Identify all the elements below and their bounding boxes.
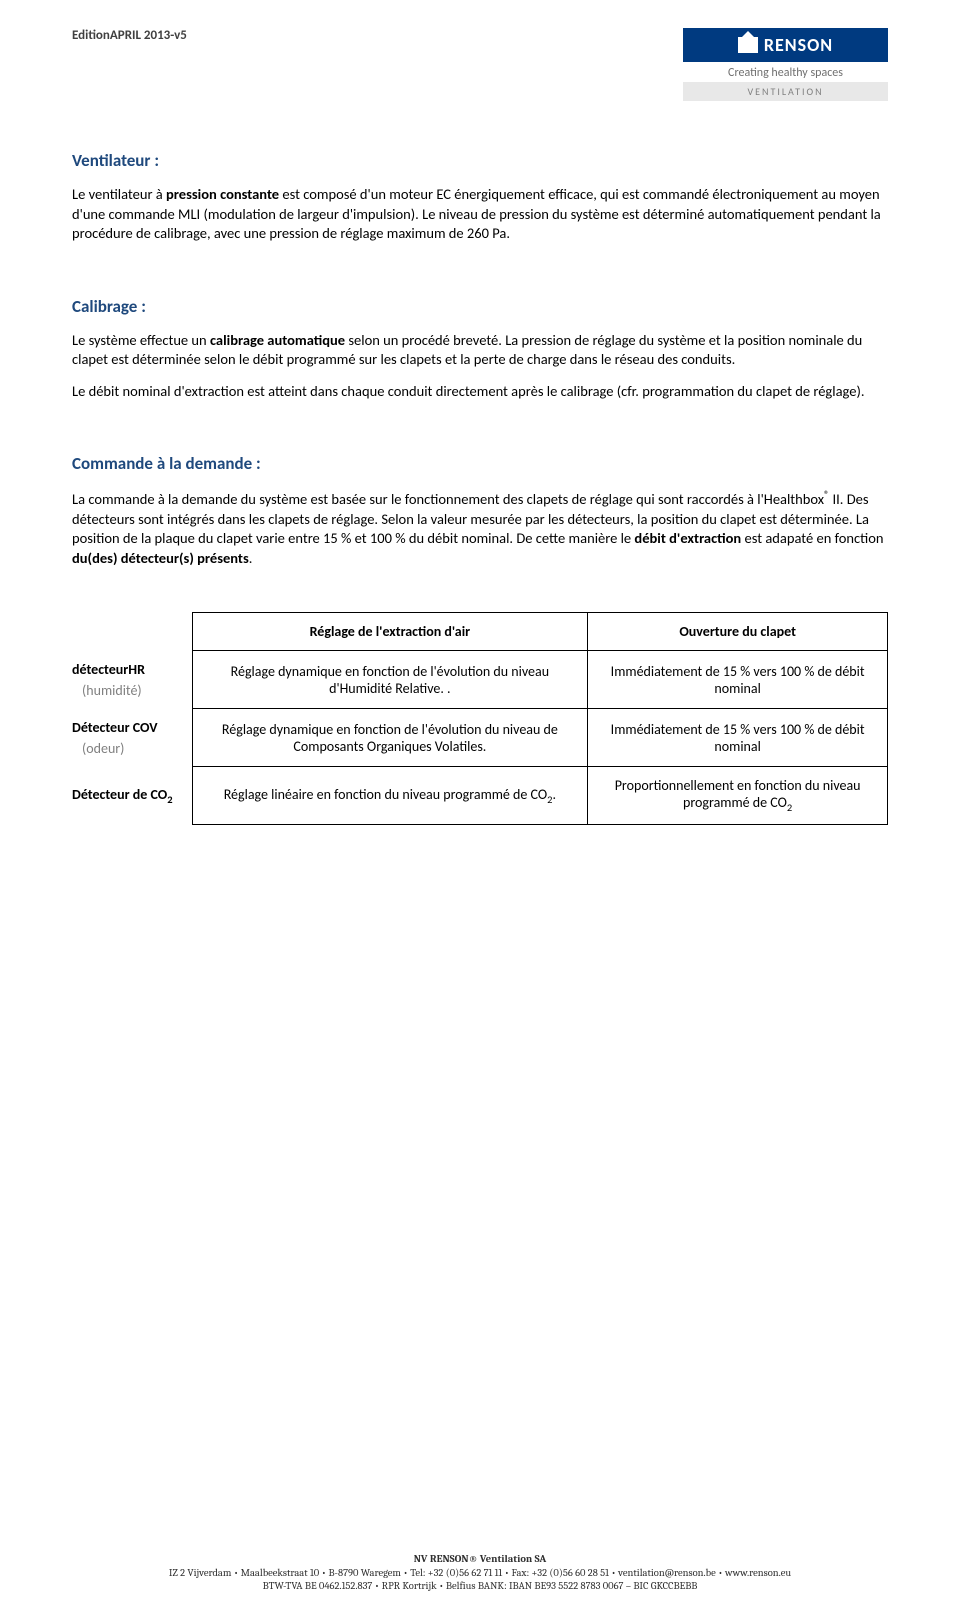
row-label-co2: Détecteur de CO2 (72, 767, 192, 825)
text-bold: pression constante (166, 185, 279, 203)
text-span: Détecteur de CO (72, 786, 167, 803)
text-span: . (249, 549, 253, 567)
text-span: La commande à la demande du système est … (72, 490, 824, 508)
calibrage-paragraph-2: Le débit nominal d'extraction est attein… (72, 382, 888, 402)
footer-line-2: IZ 2 Vijverdam • Maalbeekstraat 10 • B-8… (0, 1567, 960, 1581)
row-label-main: Détecteur COV (72, 719, 180, 736)
table-row: détecteurHR (humidité) Réglage dynamique… (72, 651, 888, 709)
text-span: est adapaté en fonction (741, 529, 883, 547)
text-span: . (553, 786, 557, 803)
row-label-hr: détecteurHR (humidité) (72, 651, 192, 709)
edition-label: EditionAPRIL 2013-v5 (72, 28, 187, 43)
table-header-1: Réglage de l'extraction d'air (192, 613, 588, 651)
section-title-ventilateur: Ventilateur : (72, 150, 888, 171)
brand-logo: RENSON (683, 28, 888, 62)
text-span: Le système effectue un (72, 331, 210, 349)
row-label-main: Détecteur de CO2 (72, 786, 180, 806)
brand-subbar: VENTILATION (683, 82, 888, 101)
page-header: EditionAPRIL 2013-v5 RENSON Creating hea… (72, 28, 888, 101)
text-bold: du(des) détecteur(s) présents (72, 549, 249, 567)
table-cell: Proportionnellement en fonction du nivea… (588, 767, 888, 825)
section-title-calibrage: Calibrage : (72, 296, 888, 317)
text-bold: calibrage automatique (210, 331, 345, 349)
ventilateur-paragraph: Le ventilateur à pression constante est … (72, 185, 888, 244)
table-cell: Réglage dynamique en fonction de l'évolu… (192, 709, 588, 767)
table-row: Détecteur de CO2 Réglage linéaire en fon… (72, 767, 888, 825)
table-header-2: Ouverture du clapet (588, 613, 888, 651)
table-cell: Réglage linéaire en fonction du niveau p… (192, 767, 588, 825)
sub-2: 2 (787, 801, 792, 814)
row-label-sub: (odeur) (72, 740, 180, 757)
table-cell: Réglage dynamique en fonction de l'évolu… (192, 651, 588, 709)
sub-2: 2 (167, 793, 172, 806)
table-header-blank (72, 613, 192, 651)
page-content: Ventilateur : Le ventilateur à pression … (72, 150, 888, 825)
text-bold: débit d'extraction (634, 529, 741, 547)
page-footer: NV RENSON® Ventilation SA IZ 2 Vijverdam… (0, 1553, 960, 1594)
table-row: Détecteur COV (odeur) Réglage dynamique … (72, 709, 888, 767)
brand-block: RENSON Creating healthy spaces VENTILATI… (683, 28, 888, 101)
commande-paragraph: La commande à la demande du système est … (72, 488, 888, 568)
row-label-main: détecteurHR (72, 661, 180, 678)
section-title-commande: Commande à la demande : (72, 453, 888, 474)
text-span: Proportionnellement en fonction du nivea… (615, 777, 861, 811)
table-header-row: Réglage de l'extraction d'air Ouverture … (72, 613, 888, 651)
table-cell: Immédiatement de 15 % vers 100 % de débi… (588, 709, 888, 767)
text-span: Le ventilateur à (72, 185, 166, 203)
brand-text: RENSON (764, 34, 833, 56)
text-span: Réglage linéaire en fonction du niveau p… (224, 786, 547, 803)
calibrage-paragraph-1: Le système effectue un calibrage automat… (72, 331, 888, 370)
detectors-table: Réglage de l'extraction d'air Ouverture … (72, 612, 888, 825)
row-label-cov: Détecteur COV (odeur) (72, 709, 192, 767)
footer-line-3: BTW-TVA BE 0462.152.837 • RPR Kortrijk •… (0, 1580, 960, 1594)
row-label-sub: (humidité) (72, 682, 180, 699)
footer-company: NV RENSON® Ventilation SA (0, 1553, 960, 1567)
house-icon (738, 37, 758, 53)
brand-tagline: Creating healthy spaces (683, 66, 888, 80)
table-cell: Immédiatement de 15 % vers 100 % de débi… (588, 651, 888, 709)
